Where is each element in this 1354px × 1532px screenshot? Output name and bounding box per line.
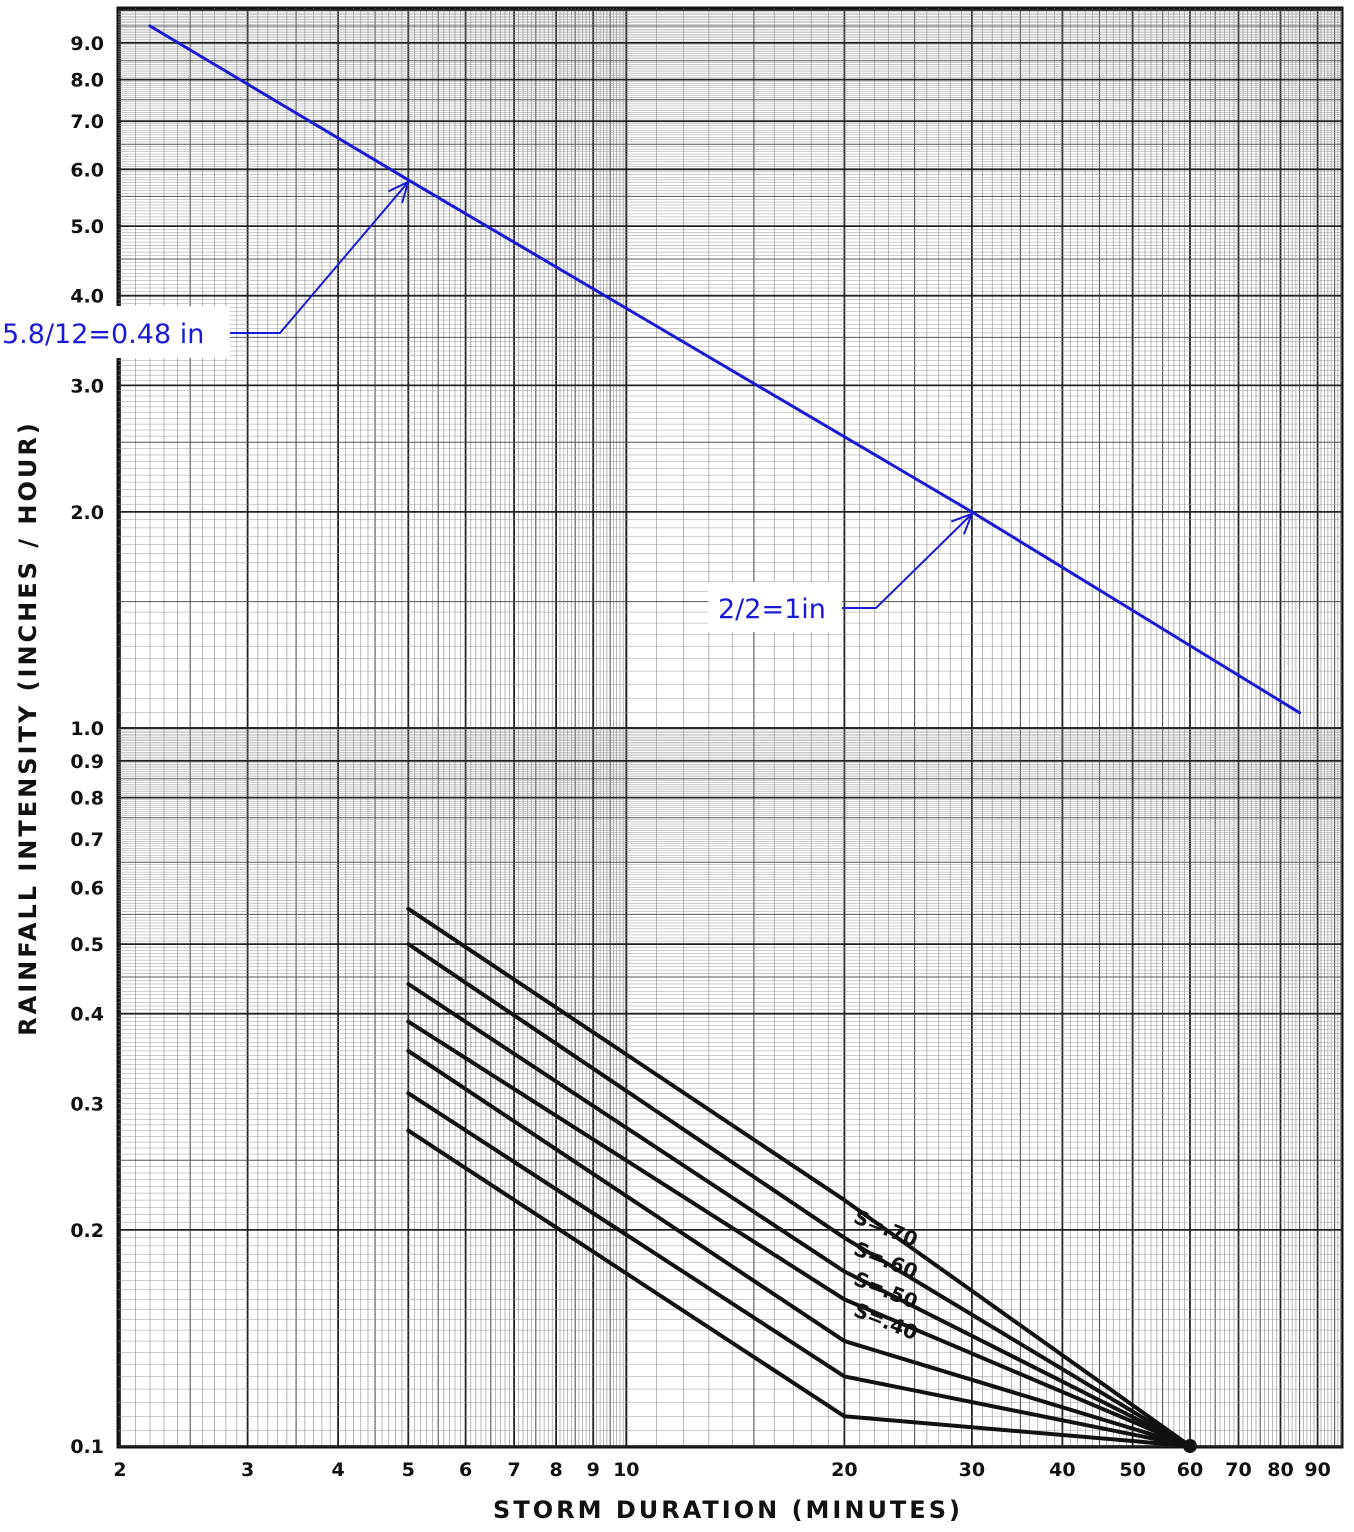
y-tick-label: 0.1 (70, 1436, 104, 1458)
x-tick-label: 6 (459, 1459, 472, 1481)
y-tick-label: 0.2 (70, 1220, 104, 1242)
x-axis-title: STORM DURATION (MINUTES) (493, 1496, 963, 1524)
x-tick-label: 90 (1304, 1459, 1330, 1481)
arrow-head-icon (950, 512, 974, 535)
y-tick-label: 0.9 (70, 751, 104, 773)
intensity-curve (406, 1128, 1192, 1448)
y-tick-label: 0.7 (70, 829, 104, 851)
y-tick-label: 8.0 (70, 70, 104, 92)
y-tick-label: 6.0 (70, 159, 104, 181)
x-tick-label: 3 (241, 1459, 254, 1481)
x-axis-ticks: 2 3 4 5 6 7 8 9 10 20 30 40 50 60 70 80 90 (113, 1459, 1330, 1481)
blue-intensity-line (148, 24, 1302, 715)
y-tick-label: 4.0 (70, 286, 104, 308)
y-tick-label: 2.0 (70, 502, 104, 524)
intensity-curve (406, 982, 1192, 1448)
x-tick-label: 5 (402, 1459, 415, 1481)
y-tick-label: 3.0 (70, 375, 104, 397)
y-tick-label: 1.0 (70, 718, 104, 740)
x-tick-label: 40 (1049, 1459, 1075, 1481)
x-tick-label: 50 (1119, 1459, 1145, 1481)
y-tick-label: 7.0 (70, 111, 104, 133)
x-tick-label: 10 (613, 1459, 639, 1481)
x-tick-label: 60 (1177, 1459, 1203, 1481)
intensity-curve (406, 1048, 1192, 1448)
y-tick-label: 0.6 (70, 877, 104, 899)
annotation-leader (842, 513, 973, 609)
x-tick-label: 9 (587, 1459, 600, 1481)
annotation-box (0, 306, 230, 358)
x-tick-label: 20 (831, 1459, 857, 1481)
intensity-curve (406, 942, 1192, 1448)
y-tick-label: 0.4 (70, 1004, 104, 1026)
x-tick-label: 30 (959, 1459, 985, 1481)
x-tick-label: 4 (331, 1459, 344, 1481)
x-tick-label: 2 (113, 1459, 126, 1481)
intensity-curve (406, 906, 1192, 1448)
y-axis-ticks: 9.0 8.0 7.0 6.0 5.0 4.0 3.0 2.0 1.0 0.9 0.8 0.7 0.6 0… (70, 33, 104, 1458)
annotations: 5.8/12=0.48 in 2/2=1in (0, 179, 974, 632)
intensity-curve (406, 1019, 1192, 1448)
arrow-head-icon (387, 179, 410, 204)
x-tick-label: 8 (549, 1459, 562, 1481)
annotation-box (708, 582, 842, 632)
y-tick-label: 0.3 (70, 1093, 104, 1115)
y-tick-label: 0.5 (70, 934, 104, 956)
convergence-point (1183, 1439, 1197, 1453)
y-tick-label: 0.8 (70, 788, 104, 810)
x-tick-label: 80 (1267, 1459, 1293, 1481)
x-tick-label: 7 (507, 1459, 520, 1481)
y-tick-label: 9.0 (70, 33, 104, 55)
intensity-curve (406, 1091, 1192, 1448)
annotation-text: 2/2=1in (718, 594, 826, 625)
grid (116, 6, 1344, 1449)
y-tick-label: 5.0 (70, 216, 104, 238)
x-tick-label: 70 (1225, 1459, 1251, 1481)
y-axis-title: RAINFALL INTENSITY (INCHES / HOUR) (14, 420, 42, 1036)
annotation-leader (230, 181, 410, 334)
annotation-text: 5.8/12=0.48 in (2, 319, 204, 350)
